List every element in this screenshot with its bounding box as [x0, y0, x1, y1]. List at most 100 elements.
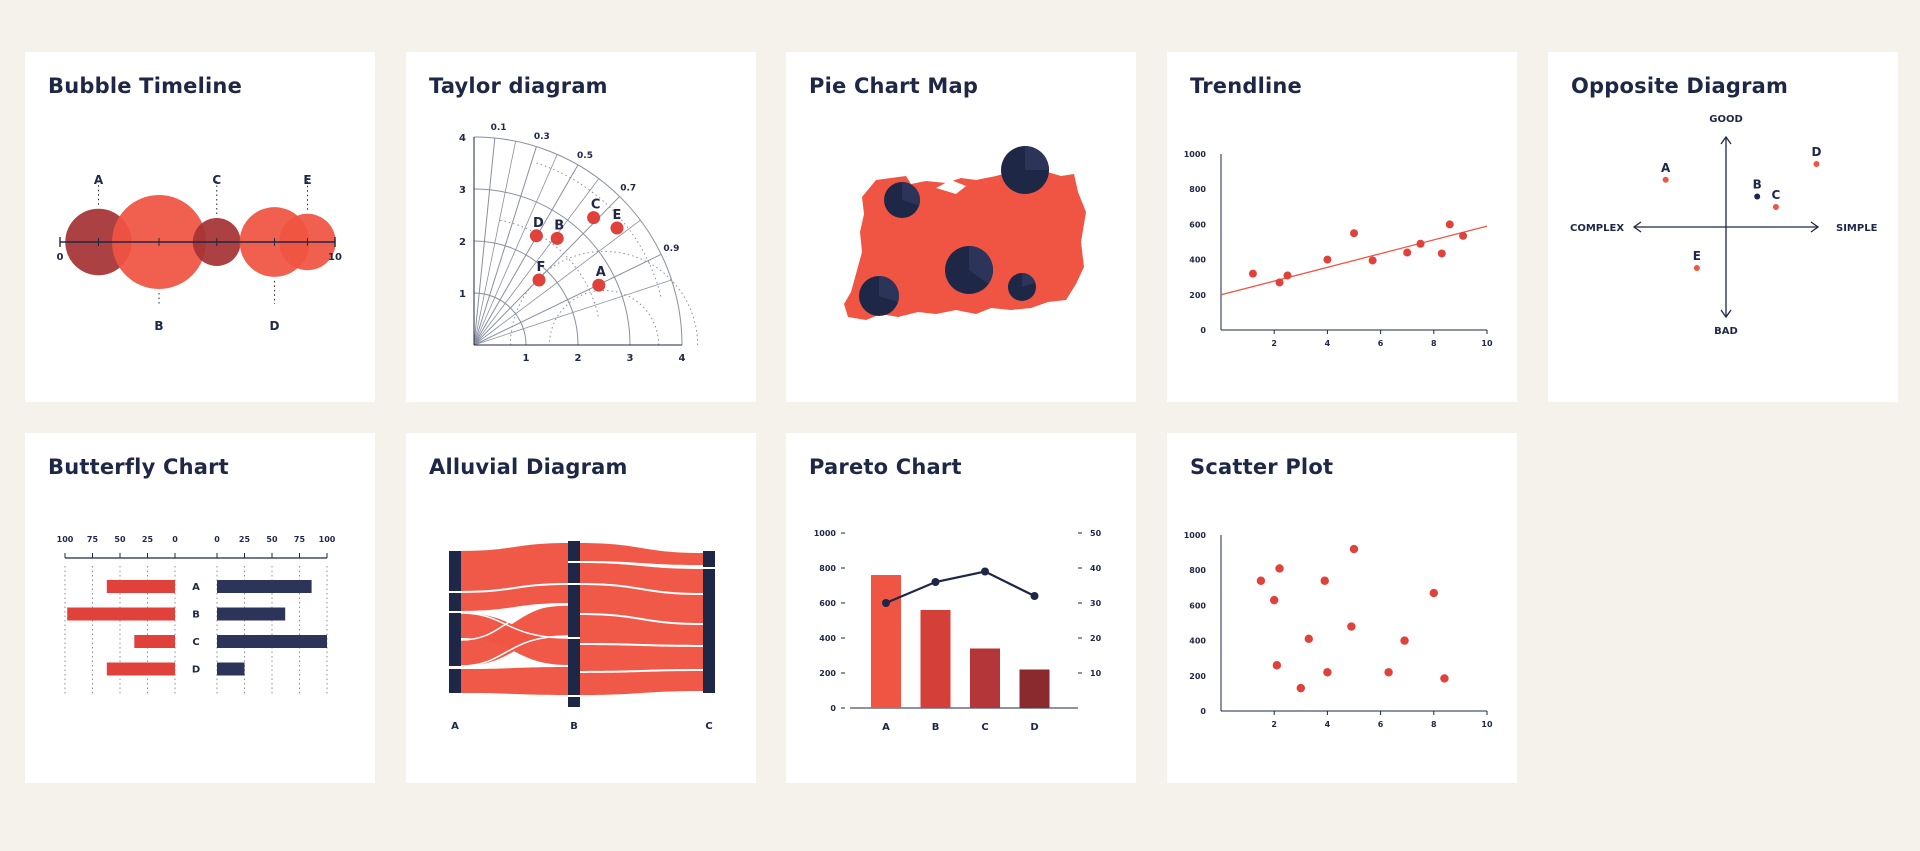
alluvial-node	[449, 551, 461, 591]
radial-arc	[473, 240, 579, 346]
category-label-B: B	[192, 610, 200, 621]
data-point	[1296, 683, 1305, 693]
point-A	[1662, 176, 1669, 183]
y-tick-label: 2	[459, 237, 466, 248]
point-C	[1772, 204, 1779, 211]
bubble-timeline-chart: 0 10 A B C D E	[57, 173, 342, 333]
data-point	[1368, 256, 1377, 265]
correlation-line	[473, 141, 516, 346]
butterfly-chart: 100 75 50 25 0 0 25 50 75 100 A B C D	[57, 535, 336, 695]
y-tick-label: 4	[459, 133, 466, 144]
x-tick-label: 1	[523, 353, 530, 364]
card-opposite-diagram: Opposite Diagram GOOD BAD COMPLEX SIMPLE A B C…	[1548, 52, 1898, 402]
pie-slice	[1025, 146, 1049, 170]
card-title: Scatter Plot	[1190, 455, 1334, 479]
data-point	[1384, 668, 1393, 677]
data-point	[1248, 269, 1257, 278]
alluvial-node	[568, 639, 580, 695]
alluvial-node	[449, 613, 461, 666]
radial-arc	[473, 136, 683, 346]
point-E	[610, 221, 624, 235]
flow	[461, 605, 568, 666]
axis-label-top: GOOD	[1709, 114, 1743, 125]
pie-slice	[879, 276, 899, 303]
opposite-diagram-chart: GOOD BAD COMPLEX SIMPLE A BC D E	[1570, 114, 1878, 337]
correlation-label: 0.1	[491, 123, 507, 133]
correlation-label: 0.7	[620, 184, 636, 194]
rms-arc	[499, 219, 600, 320]
x-tick-label: 4	[679, 353, 686, 364]
y-tick-label: 400	[1189, 256, 1206, 265]
category-label-A: A	[192, 582, 200, 593]
point-label-E: E	[1693, 249, 1701, 263]
data-point	[1459, 231, 1468, 240]
y-right-tick-label: 50	[1090, 529, 1102, 538]
y-tick-label: 1000	[1184, 531, 1207, 540]
point-label-B: B	[1753, 178, 1762, 192]
point-E	[1693, 264, 1700, 271]
stage-label-B: B	[570, 721, 578, 732]
y-tick-label: 0	[1200, 326, 1206, 335]
bar-A	[871, 575, 901, 708]
right-tick-label: 75	[294, 535, 306, 544]
correlation-line	[473, 219, 641, 346]
y-tick-label: 600	[1189, 601, 1206, 610]
x-tick-label: 6	[1378, 720, 1384, 729]
data-point	[1283, 271, 1292, 280]
card-trendline: Trendline 2 4 6 8 10 0 200 400 600 800 1000	[1167, 52, 1517, 402]
y-left-tick-label: 600	[819, 599, 836, 608]
point-label-E: E	[613, 208, 622, 223]
category-label-B: B	[932, 722, 940, 733]
y-left-tick-label: 400	[819, 634, 836, 643]
data-point	[1400, 636, 1409, 645]
pareto-chart: 0 200 400 600 800 1000 10 20 30 40 50 A B C D	[814, 529, 1102, 733]
trend-line	[1220, 225, 1488, 296]
right-bar-D	[217, 662, 245, 676]
scatter-plot-chart: 2 4 6 8 10 0 200 400 600 800 1000	[1184, 531, 1493, 729]
y-right-tick-label: 40	[1090, 564, 1102, 573]
point-label-A: A	[1661, 161, 1671, 175]
x-tick-label: 2	[1271, 720, 1277, 729]
alluvial-node	[703, 569, 715, 693]
correlation-line	[473, 164, 579, 346]
right-bar-B	[217, 607, 286, 621]
trendline-chart: 2 4 6 8 10 0 200 400 600 800 1000	[1184, 150, 1493, 348]
y-tick-label: 0	[1200, 707, 1206, 716]
data-point	[1350, 229, 1358, 238]
card-title: Taylor diagram	[429, 74, 608, 98]
x-tick-label: 4	[1325, 720, 1331, 729]
card-pareto-chart: Pareto Chart 0 200 400 600 800 1000 10 20 30 40 50…	[786, 433, 1136, 783]
data-point	[1403, 248, 1412, 257]
pie-slice	[902, 182, 920, 206]
right-tick-label: 100	[319, 535, 336, 544]
bubble-label-E: E	[303, 173, 311, 187]
stage-label-C: C	[705, 721, 712, 732]
flow	[580, 645, 703, 671]
flow	[461, 543, 568, 591]
y-right-tick-label: 20	[1090, 634, 1102, 643]
x-tick-label: 10	[1481, 720, 1493, 729]
map-inlet	[936, 180, 966, 194]
point-C	[587, 211, 601, 225]
y-left-tick-label: 800	[819, 564, 836, 573]
right-tick-label: 50	[266, 535, 278, 544]
left-bar-B	[67, 607, 175, 621]
card-butterfly-chart: Butterfly Chart 100 75 50 25 0 0 25 50 75 100 A B C D	[25, 433, 375, 783]
data-point	[1429, 588, 1438, 598]
y-tick-label: 1	[459, 289, 466, 300]
card-title: Bubble Timeline	[48, 74, 243, 98]
right-bar-A	[217, 580, 312, 593]
correlation-line	[473, 178, 600, 346]
data-point	[1349, 544, 1359, 554]
category-label-A: A	[882, 722, 890, 733]
bubble-label-C: C	[212, 173, 221, 187]
radial-arc	[473, 292, 527, 346]
card-scatter-plot: Scatter Plot 2 4 6 8 10 0 200 400 600 800 1000	[1167, 433, 1517, 783]
left-tick-label: 100	[57, 535, 74, 544]
left-bar-A	[106, 580, 175, 593]
flow	[580, 563, 703, 593]
pie-chart-map-chart	[844, 146, 1086, 320]
stage-label-A: A	[451, 721, 459, 732]
x-tick-label: 2	[1271, 339, 1277, 348]
x-tick-label: 0	[57, 252, 64, 263]
